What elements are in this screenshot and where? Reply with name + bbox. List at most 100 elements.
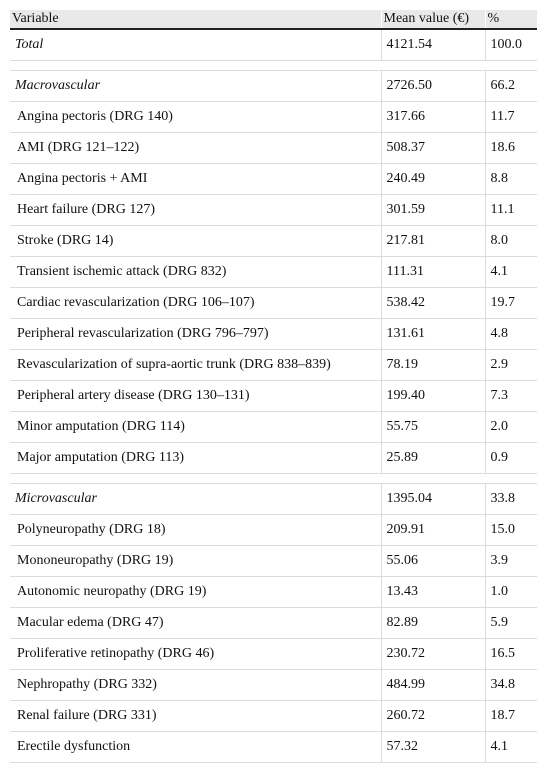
row-percent: 0.9 [484, 442, 537, 474]
row-mean: 13.43 [380, 576, 485, 608]
row-mean: 199.40 [380, 380, 485, 412]
row-label: Proliferative retinopathy (DRG 46) [10, 638, 381, 670]
row-mean: 240.49 [380, 163, 485, 195]
row-label: AMI (DRG 121–122) [10, 132, 381, 164]
spacer-row [10, 473, 537, 484]
total-label: Total [10, 29, 381, 61]
row-mean: 301.59 [380, 194, 485, 226]
row-percent: 4.8 [484, 318, 537, 350]
table-row: Minor amputation (DRG 114) 55.75 2.0 [10, 411, 537, 443]
table-row: Proliferative retinopathy (DRG 46) 230.72… [10, 638, 537, 670]
row-label: Polyneuropathy (DRG 18) [10, 514, 381, 546]
table-body: Total 4121.54 100.0 Macrovascular 2726.5… [10, 29, 537, 102]
total-percent: 100.0 [484, 29, 537, 61]
row-percent: 4.1 [484, 731, 537, 763]
table-row: Angina pectoris + AMI 240.49 8.8 [10, 163, 537, 195]
row-label: Transient ischemic attack (DRG 832) [10, 256, 381, 288]
header-percent: % [484, 10, 537, 30]
row-mean: 260.72 [380, 700, 485, 732]
table-header: Variable Mean value (€) % [10, 10, 537, 30]
macrovascular-rows: Angina pectoris (DRG 140) 317.66 11.7 AMI (… [10, 101, 537, 474]
row-percent: 16.5 [484, 638, 537, 670]
table-row: Angina pectoris (DRG 140) 317.66 11.7 [10, 101, 537, 133]
total-mean: 4121.54 [380, 29, 485, 61]
table-row: Erectile dysfunction 57.32 4.1 [10, 731, 537, 763]
row-label: Renal failure (DRG 331) [10, 700, 381, 732]
row-percent: 8.8 [484, 163, 537, 195]
table-row: Cardiac revascularization (DRG 106–107) 5… [10, 287, 537, 319]
row-label: Macular edema (DRG 47) [10, 607, 381, 639]
row-mean: 230.72 [380, 638, 485, 670]
microvascular-mean: 1395.04 [380, 483, 485, 515]
table-row: Macular edema (DRG 47) 82.89 5.9 [10, 607, 537, 639]
table-row: Peripheral artery disease (DRG 130–131) 1… [10, 380, 537, 412]
table-row: Mononeuropathy (DRG 19) 55.06 3.9 [10, 545, 537, 577]
microvascular-label: Microvascular [10, 483, 381, 515]
row-percent: 19.7 [484, 287, 537, 319]
row-percent: 5.9 [484, 607, 537, 639]
row-mean: 111.31 [380, 256, 485, 288]
row-label: Erectile dysfunction [10, 731, 381, 763]
row-label: Autonomic neuropathy (DRG 19) [10, 576, 381, 608]
row-percent: 11.1 [484, 194, 537, 226]
table-row: Polyneuropathy (DRG 18) 209.91 15.0 [10, 514, 537, 546]
row-mean: 484.99 [380, 669, 485, 701]
row-label: Minor amputation (DRG 114) [10, 411, 381, 443]
table-row: Revascularization of supra-aortic trunk … [10, 349, 537, 381]
row-mean: 209.91 [380, 514, 485, 546]
macrovascular-mean: 2726.50 [380, 70, 485, 102]
table-row: Autonomic neuropathy (DRG 19) 13.43 1.0 [10, 576, 537, 608]
table-row: Transient ischemic attack (DRG 832) 111.3… [10, 256, 537, 288]
row-label: Mononeuropathy (DRG 19) [10, 545, 381, 577]
row-mean: 25.89 [380, 442, 485, 474]
row-percent: 7.3 [484, 380, 537, 412]
row-mean: 55.06 [380, 545, 485, 577]
spacer-row [10, 60, 537, 71]
microvascular-rows: Polyneuropathy (DRG 18) 209.91 15.0 Mononeu… [10, 514, 537, 763]
macrovascular-row: Macrovascular 2726.50 66.2 [10, 70, 537, 102]
row-mean: 82.89 [380, 607, 485, 639]
table-row: Renal failure (DRG 331) 260.72 18.7 [10, 700, 537, 732]
table-body-micro: Microvascular 1395.04 33.8 [10, 473, 537, 515]
row-percent: 15.0 [484, 514, 537, 546]
row-percent: 18.6 [484, 132, 537, 164]
row-mean: 538.42 [380, 287, 485, 319]
row-percent: 8.0 [484, 225, 537, 257]
row-label: Peripheral revascularization (DRG 796–79… [10, 318, 381, 350]
row-label: Stroke (DRG 14) [10, 225, 381, 257]
row-percent: 34.8 [484, 669, 537, 701]
row-percent: 2.0 [484, 411, 537, 443]
table-row: Heart failure (DRG 127) 301.59 11.1 [10, 194, 537, 226]
row-mean: 57.32 [380, 731, 485, 763]
macrovascular-label: Macrovascular [10, 70, 381, 102]
row-mean: 317.66 [380, 101, 485, 133]
row-percent: 1.0 [484, 576, 537, 608]
table-row: Nephropathy (DRG 332) 484.99 34.8 [10, 669, 537, 701]
row-mean: 508.37 [380, 132, 485, 164]
table-row: AMI (DRG 121–122) 508.37 18.6 [10, 132, 537, 164]
total-row: Total 4121.54 100.0 [10, 29, 537, 61]
table-row: Stroke (DRG 14) 217.81 8.0 [10, 225, 537, 257]
row-label: Angina pectoris + AMI [10, 163, 381, 195]
row-percent: 11.7 [484, 101, 537, 133]
row-label: Revascularization of supra-aortic trunk … [10, 349, 381, 381]
microvascular-row: Microvascular 1395.04 33.8 [10, 483, 537, 515]
header-row: Variable Mean value (€) % [10, 10, 537, 30]
row-mean: 78.19 [380, 349, 485, 381]
row-percent: 18.7 [484, 700, 537, 732]
row-label: Nephropathy (DRG 332) [10, 669, 381, 701]
row-percent: 3.9 [484, 545, 537, 577]
header-mean-value: Mean value (€) [380, 10, 485, 30]
row-label: Heart failure (DRG 127) [10, 194, 381, 226]
table-row: Peripheral revascularization (DRG 796–79… [10, 318, 537, 350]
row-label: Cardiac revascularization (DRG 106–107) [10, 287, 381, 319]
microvascular-percent: 33.8 [484, 483, 537, 515]
header-variable: Variable [10, 10, 381, 30]
table-row: Major amputation (DRG 113) 25.89 0.9 [10, 442, 537, 474]
row-percent: 2.9 [484, 349, 537, 381]
row-mean: 217.81 [380, 225, 485, 257]
row-mean: 55.75 [380, 411, 485, 443]
row-mean: 131.61 [380, 318, 485, 350]
cost-table: Variable Mean value (€) % Total 4121.54 … [10, 10, 537, 763]
row-label: Peripheral artery disease (DRG 130–131) [10, 380, 381, 412]
